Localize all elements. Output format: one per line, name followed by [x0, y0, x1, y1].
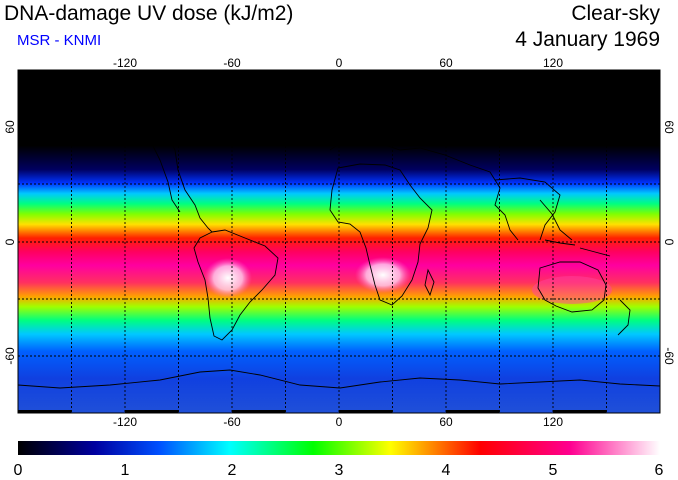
lon-label-bottom: 60	[439, 415, 453, 429]
coastlines	[18, 111, 660, 389]
colorbar-label: 4	[442, 462, 451, 479]
uv-field	[18, 70, 660, 413]
lon-label-bottom: -120	[113, 415, 137, 429]
map-title: DNA-damage UV dose (kJ/m2)	[4, 2, 294, 25]
colorbar-label: 1	[121, 462, 130, 479]
graticule	[18, 70, 660, 413]
colorbar-label: 5	[549, 462, 558, 479]
lon-label-top: -60	[223, 56, 241, 70]
africa-hotspot	[355, 257, 411, 293]
colorbar-label: 6	[655, 462, 664, 479]
lon-label-top: 0	[336, 56, 343, 70]
date-label: 4 January 1969	[515, 28, 660, 51]
map-border-bands	[18, 70, 607, 413]
lon-label-bottom: -60	[223, 415, 241, 429]
source-label: MSR - KNMI	[17, 32, 102, 49]
colorbar-label: 2	[228, 462, 237, 479]
lat-label-right: -60	[662, 347, 676, 365]
lon-label-top: 120	[543, 56, 563, 70]
lon-label-top: 60	[439, 56, 453, 70]
lat-label-left: 0	[3, 238, 17, 245]
lat-label-left: -60	[3, 347, 17, 365]
lat-label-left: 60	[3, 120, 17, 134]
lat-label-right: 60	[662, 120, 676, 134]
lon-label-bottom: 0	[336, 415, 343, 429]
south-america-hotspot	[204, 258, 252, 298]
lat-label-right: 0	[662, 239, 676, 246]
lon-label-top: -120	[113, 56, 137, 70]
colorbar-label: 0	[14, 462, 23, 479]
australia-hotspot	[532, 276, 612, 304]
lon-label-bottom: 120	[543, 415, 563, 429]
colorbar	[18, 441, 660, 455]
sky-condition-label: Clear-sky	[571, 2, 660, 25]
colorbar-label: 3	[335, 462, 344, 479]
